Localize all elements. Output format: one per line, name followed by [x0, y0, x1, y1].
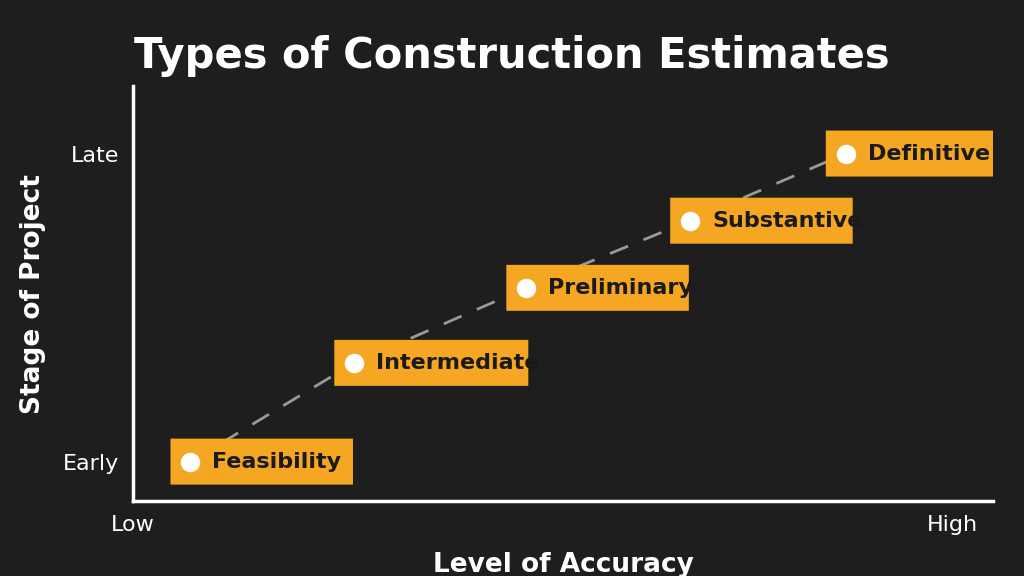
X-axis label: Level of Accuracy: Level of Accuracy: [433, 552, 693, 576]
Text: Definitive: Definitive: [867, 143, 990, 164]
Text: Feasibility: Feasibility: [212, 452, 342, 472]
Text: Intermediate: Intermediate: [376, 353, 540, 373]
FancyBboxPatch shape: [506, 265, 689, 311]
Text: Types of Construction Estimates: Types of Construction Estimates: [134, 35, 890, 77]
FancyBboxPatch shape: [670, 198, 853, 244]
Y-axis label: Stage of Project: Stage of Project: [20, 174, 46, 414]
Text: Substantive: Substantive: [712, 211, 862, 231]
FancyBboxPatch shape: [334, 340, 528, 386]
Text: Preliminary: Preliminary: [548, 278, 693, 298]
FancyBboxPatch shape: [825, 131, 996, 177]
FancyBboxPatch shape: [170, 438, 353, 484]
